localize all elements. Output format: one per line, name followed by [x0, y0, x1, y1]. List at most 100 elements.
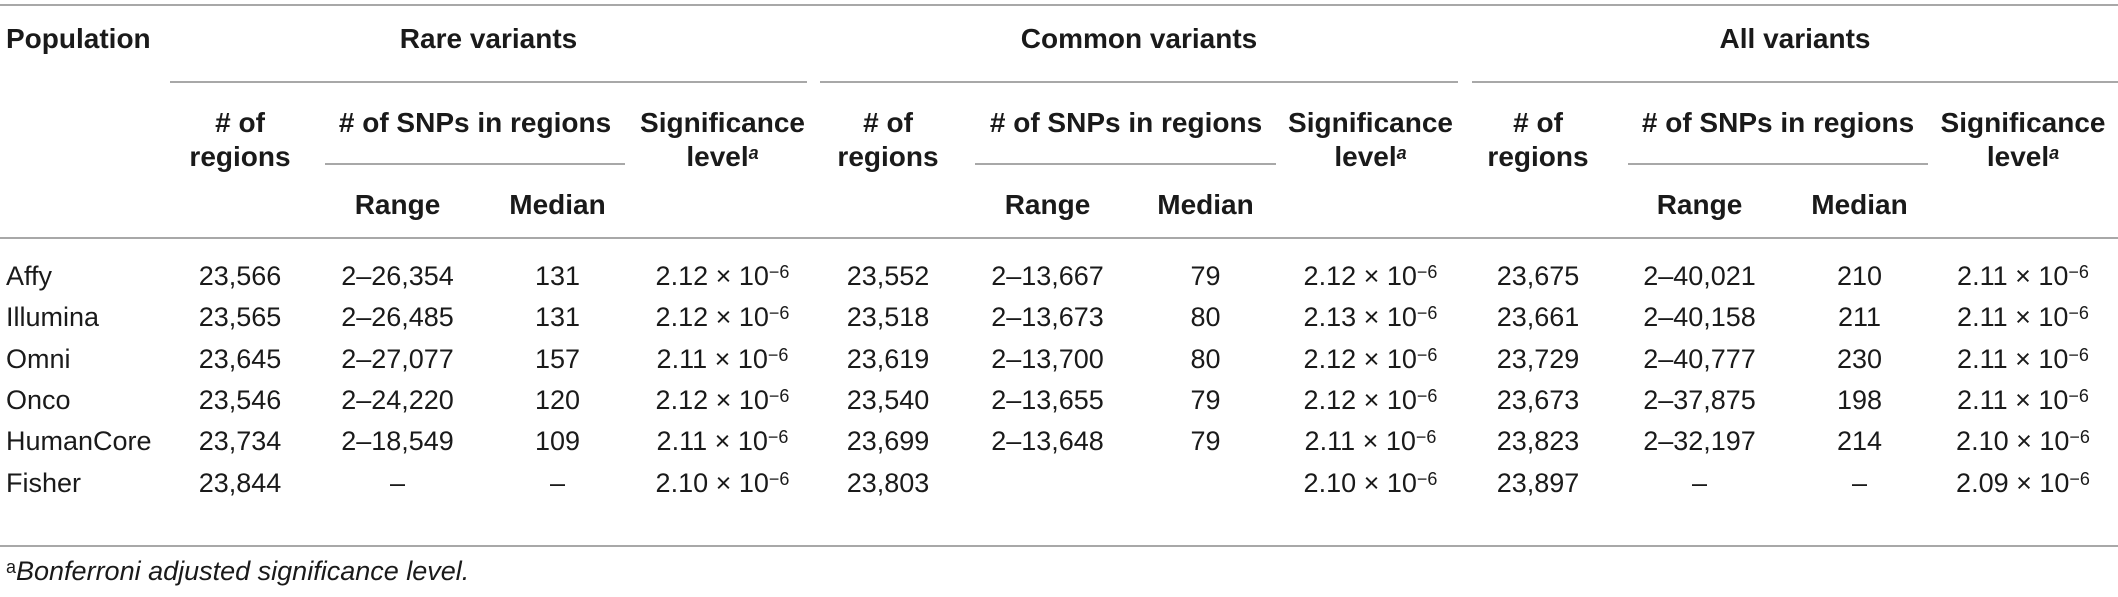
header-sig-line1: Significance: [1940, 107, 2106, 138]
header-range-common: Range: [1004, 189, 1091, 220]
snps-rule-all: [1628, 163, 1928, 165]
exponent: −6: [2069, 469, 2090, 489]
snps-rule-rare: [325, 163, 625, 165]
cell-rare-regions: 23,566: [198, 261, 282, 291]
cell-rare-significance: 2.12 × 10−6: [655, 385, 790, 415]
cell-common-regions: 23,803: [846, 468, 930, 498]
cell-rare-median: 131: [534, 302, 581, 332]
cell-all-regions: 23,897: [1496, 468, 1580, 498]
cell-common-significance: 2.10 × 10−6: [1303, 468, 1438, 498]
header-median-rare: Median: [509, 189, 606, 220]
header-regions-line1: # of: [215, 107, 265, 138]
cell-rare-regions: 23,645: [198, 344, 282, 374]
header-sig-line2: levela: [1334, 141, 1407, 172]
cell-rare-significance: 2.12 × 10−6: [655, 302, 790, 332]
header-regions-line1: # of: [863, 107, 913, 138]
exponent: −6: [768, 469, 790, 489]
cell-all-regions: 23,661: [1496, 302, 1580, 332]
cell-rare-regions: 23,844: [198, 468, 282, 498]
cell-common-regions: 23,518: [846, 302, 930, 332]
cell-all-median: 211: [1837, 302, 1882, 332]
cell-all-range: 2–40,777: [1643, 344, 1756, 374]
cell-rare-median: 120: [534, 385, 581, 415]
header-regions-rare: # of regions: [170, 106, 310, 174]
cell-population: Affy: [6, 261, 53, 291]
group-rule-all: [1472, 81, 2118, 83]
cell-all-range: 2–40,021: [1643, 261, 1756, 291]
header-snps-all: # of SNPs in regions: [1641, 107, 1915, 138]
cell-population: HumanCore: [6, 426, 152, 456]
cell-common-significance: 2.11 × 10−6: [1304, 426, 1437, 456]
cell-population: Omni: [6, 344, 71, 374]
header-sig-line1: Significance: [1288, 107, 1453, 138]
cell-all-significance: 2.11 × 10−6: [1957, 385, 2089, 415]
cell-all-median: 230: [1836, 344, 1883, 374]
cell-common-significance: 2.12 × 10−6: [1303, 344, 1438, 374]
header-population: Population: [6, 23, 151, 54]
cell-common-significance: 2.13 × 10−6: [1303, 302, 1438, 332]
exponent: −6: [767, 427, 789, 447]
cell-common-significance: 2.12 × 10−6: [1303, 261, 1438, 291]
header-significance-all: Significance levela: [1930, 106, 2116, 174]
footnote: aBonferroni adjusted significance level.: [6, 554, 469, 588]
cell-rare-median: 109: [534, 426, 581, 456]
header-regions-common: # of regions: [818, 106, 958, 174]
cell-rare-range: 2–26,354: [341, 261, 454, 291]
exponent: −6: [2068, 386, 2089, 406]
cell-all-range: 2–40,158: [1643, 302, 1756, 332]
cell-population: Onco: [6, 385, 71, 415]
top-rule: [0, 4, 2118, 6]
cell-all-range: –: [1691, 468, 1708, 498]
cell-common-median: 79: [1190, 426, 1221, 456]
cell-common-median: 80: [1190, 344, 1221, 374]
header-sig-line2: levela: [686, 141, 759, 172]
header-sig-line2: levela: [1986, 141, 2060, 172]
header-snps-rare: # of SNPs in regions: [338, 107, 612, 138]
exponent: −6: [1416, 345, 1438, 365]
cell-all-significance: 2.11 × 10−6: [1957, 344, 2089, 374]
exponent: −6: [2068, 303, 2089, 323]
header-sig-line1: Significance: [640, 107, 805, 138]
header-regions-line2: regions: [1487, 141, 1589, 172]
exponent: −6: [768, 303, 790, 323]
header-group-rare: Rare variants: [399, 23, 578, 54]
cell-rare-range: 2–26,485: [341, 302, 454, 332]
cell-common-range: 2–13,667: [991, 261, 1104, 291]
cell-rare-regions: 23,546: [198, 385, 282, 415]
cell-all-significance: 2.11 × 10−6: [1957, 302, 2089, 332]
footnote-text: Bonferroni adjusted significance level.: [16, 556, 470, 586]
cell-population: Fisher: [6, 468, 82, 498]
cell-all-significance: 2.10 × 10−6: [1956, 426, 2090, 456]
header-range-rare: Range: [354, 189, 441, 220]
cell-all-regions: 23,673: [1496, 385, 1580, 415]
exponent: −6: [2068, 262, 2089, 282]
cell-common-range: 2–13,673: [991, 302, 1104, 332]
header-regions-line2: regions: [837, 141, 939, 172]
cell-all-median: –: [1851, 468, 1868, 498]
exponent: −6: [1416, 262, 1438, 282]
exponent: −6: [767, 345, 789, 365]
cell-all-significance: 2.09 × 10−6: [1956, 468, 2090, 498]
exponent: −6: [2069, 427, 2090, 447]
cell-rare-regions: 23,565: [198, 302, 282, 332]
body-bottom-rule: [0, 545, 2118, 547]
cell-rare-range: 2–24,220: [341, 385, 454, 415]
cell-rare-range: 2–18,549: [341, 426, 454, 456]
header-group-all: All variants: [1719, 23, 1871, 54]
cell-rare-significance: 2.12 × 10−6: [655, 261, 790, 291]
exponent: −6: [1415, 427, 1437, 447]
cell-all-range: 2–32,197: [1643, 426, 1756, 456]
exponent: −6: [1416, 386, 1438, 406]
cell-common-regions: 23,552: [846, 261, 930, 291]
cell-common-median: 80: [1190, 302, 1221, 332]
header-median-common: Median: [1157, 189, 1254, 220]
cell-rare-median: –: [549, 468, 566, 498]
snps-rule-common: [975, 163, 1276, 165]
cell-common-significance: 2.12 × 10−6: [1303, 385, 1438, 415]
cell-all-median: 210: [1836, 261, 1883, 291]
footnote-marker: a: [6, 557, 17, 577]
cell-common-regions: 23,699: [846, 426, 930, 456]
cell-common-regions: 23,619: [846, 344, 930, 374]
header-significance-rare: Significance levela: [630, 106, 815, 174]
exponent: −6: [1416, 469, 1438, 489]
